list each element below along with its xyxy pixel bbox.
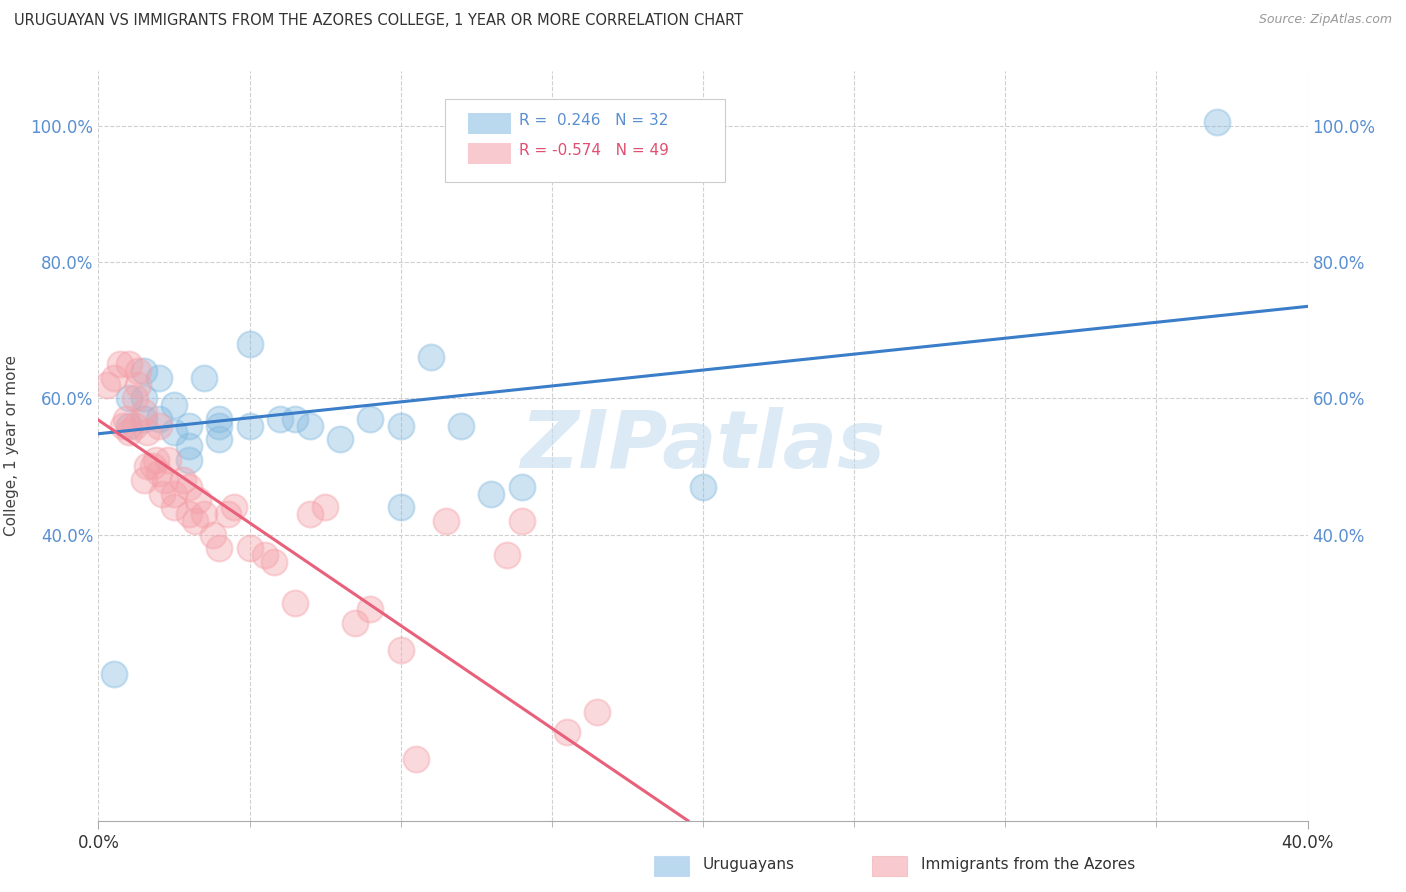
FancyBboxPatch shape	[468, 112, 510, 134]
Point	[118, 392, 141, 406]
Point	[269, 411, 291, 425]
Point	[135, 459, 157, 474]
Text: Immigrants from the Azores: Immigrants from the Azores	[921, 857, 1135, 872]
Point	[389, 643, 412, 657]
Point	[103, 667, 125, 681]
Point	[179, 452, 201, 467]
Point	[187, 493, 209, 508]
Point	[555, 725, 578, 739]
Point	[224, 500, 246, 515]
Point	[434, 514, 457, 528]
Point	[148, 418, 170, 433]
Point	[148, 371, 170, 385]
Point	[179, 480, 201, 494]
Text: R =  0.246   N = 32: R = 0.246 N = 32	[519, 112, 669, 128]
Point	[586, 705, 609, 719]
Point	[360, 411, 382, 425]
Point	[193, 507, 215, 521]
Point	[142, 459, 165, 474]
Point	[163, 425, 186, 440]
Point	[208, 411, 231, 425]
Point	[179, 439, 201, 453]
Point	[314, 500, 336, 515]
Point	[450, 418, 472, 433]
Point	[132, 364, 155, 378]
Point	[132, 473, 155, 487]
Point	[284, 411, 307, 425]
Point	[118, 425, 141, 440]
Point	[156, 452, 179, 467]
Point	[135, 425, 157, 440]
Point	[179, 507, 201, 521]
Point	[481, 486, 503, 500]
Point	[299, 418, 322, 433]
FancyBboxPatch shape	[446, 99, 724, 182]
Point	[329, 432, 352, 446]
Point	[299, 507, 322, 521]
Point	[124, 418, 146, 433]
Point	[389, 418, 412, 433]
Point	[163, 486, 186, 500]
Point	[1206, 115, 1229, 129]
Point	[132, 392, 155, 406]
Point	[344, 616, 367, 631]
Point	[239, 418, 262, 433]
Point	[127, 364, 149, 378]
FancyBboxPatch shape	[468, 143, 510, 163]
Point	[510, 514, 533, 528]
Text: URUGUAYAN VS IMMIGRANTS FROM THE AZORES COLLEGE, 1 YEAR OR MORE CORRELATION CHAR: URUGUAYAN VS IMMIGRANTS FROM THE AZORES …	[14, 13, 744, 29]
Point	[202, 527, 225, 541]
Point	[118, 357, 141, 371]
Point	[239, 336, 262, 351]
Text: ZIPatlas: ZIPatlas	[520, 407, 886, 485]
Point	[208, 432, 231, 446]
Point	[239, 541, 262, 556]
Point	[389, 500, 412, 515]
Point	[284, 596, 307, 610]
Point	[114, 411, 136, 425]
Point	[184, 514, 207, 528]
Point	[510, 480, 533, 494]
Point	[405, 752, 427, 766]
Point	[108, 357, 131, 371]
Y-axis label: College, 1 year or more: College, 1 year or more	[4, 356, 20, 536]
Text: Source: ZipAtlas.com: Source: ZipAtlas.com	[1258, 13, 1392, 27]
Point	[495, 548, 517, 562]
Point	[692, 480, 714, 494]
Text: R = -0.574   N = 49: R = -0.574 N = 49	[519, 143, 669, 158]
Point	[360, 602, 382, 616]
Point	[132, 411, 155, 425]
Point	[118, 418, 141, 433]
Point	[103, 371, 125, 385]
Point	[208, 418, 231, 433]
Point	[150, 486, 173, 500]
Point	[132, 405, 155, 419]
Point	[148, 411, 170, 425]
Point	[208, 541, 231, 556]
Point	[253, 548, 276, 562]
Point	[148, 467, 170, 481]
Point	[193, 371, 215, 385]
Point	[263, 555, 285, 569]
Point	[179, 418, 201, 433]
Point	[163, 500, 186, 515]
Point	[217, 507, 239, 521]
Point	[420, 351, 443, 365]
Point	[145, 452, 167, 467]
Point	[163, 398, 186, 412]
Text: Uruguayans: Uruguayans	[703, 857, 794, 872]
Point	[111, 418, 134, 433]
Point	[96, 377, 118, 392]
Point	[153, 473, 176, 487]
Point	[124, 392, 146, 406]
Point	[172, 473, 194, 487]
Point	[127, 377, 149, 392]
